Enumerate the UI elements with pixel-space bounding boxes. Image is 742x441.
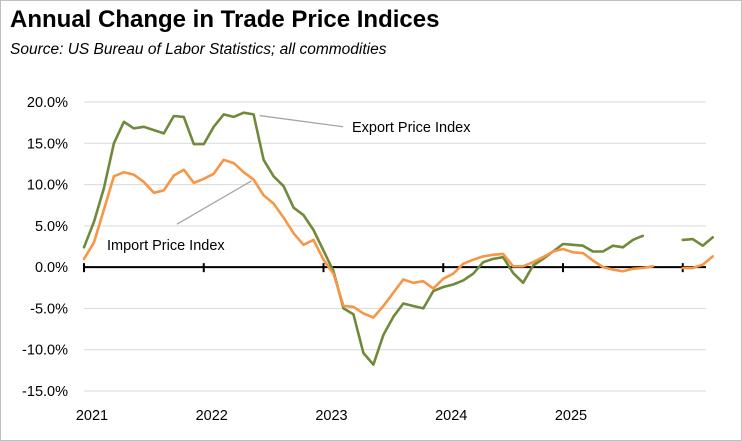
annotation-leader-lines (176, 114, 344, 225)
x-axis-tick-labels: 2021 2022 2023 2024 2025 (76, 408, 587, 424)
x-tick-label: 2025 (555, 408, 587, 424)
x-tick-label: 2023 (315, 408, 347, 424)
y-tick-label: 0.0% (35, 260, 68, 276)
y-tick-label: -15.0% (22, 384, 68, 400)
export-price-index-line (681, 236, 715, 247)
y-axis-tick-labels: -15.0% -10.0% -5.0% 0.0% 5.0% 10.0% 15.0% 20.0% (22, 95, 68, 400)
chart-subtitle: Source: US Bureau of Labor Statistics; a… (10, 41, 387, 58)
y-tick-label: -10.0% (22, 343, 68, 359)
series-lines (82, 111, 715, 366)
import-price-index-line (82, 158, 655, 319)
gridlines (84, 101, 706, 392)
chart-title: Annual Change in Trade Price Indices (10, 6, 440, 33)
import-label-leader (176, 180, 252, 225)
x-tick-label: 2024 (435, 408, 467, 424)
export-price-index-label: Export Price Index (352, 120, 471, 136)
export-label-leader (259, 114, 344, 128)
y-tick-label: 15.0% (27, 136, 68, 152)
x-tick-label: 2022 (196, 408, 228, 424)
x-tick-label: 2021 (76, 408, 108, 424)
annotations: Export Price Index Import Price Index (107, 120, 471, 254)
import-price-index-label: Import Price Index (107, 238, 225, 254)
y-tick-label: 5.0% (35, 219, 68, 235)
y-tick-label: -5.0% (30, 301, 68, 317)
y-tick-label: 10.0% (27, 178, 68, 194)
import-price-index-line (681, 255, 715, 270)
y-tick-label: 20.0% (27, 95, 68, 111)
